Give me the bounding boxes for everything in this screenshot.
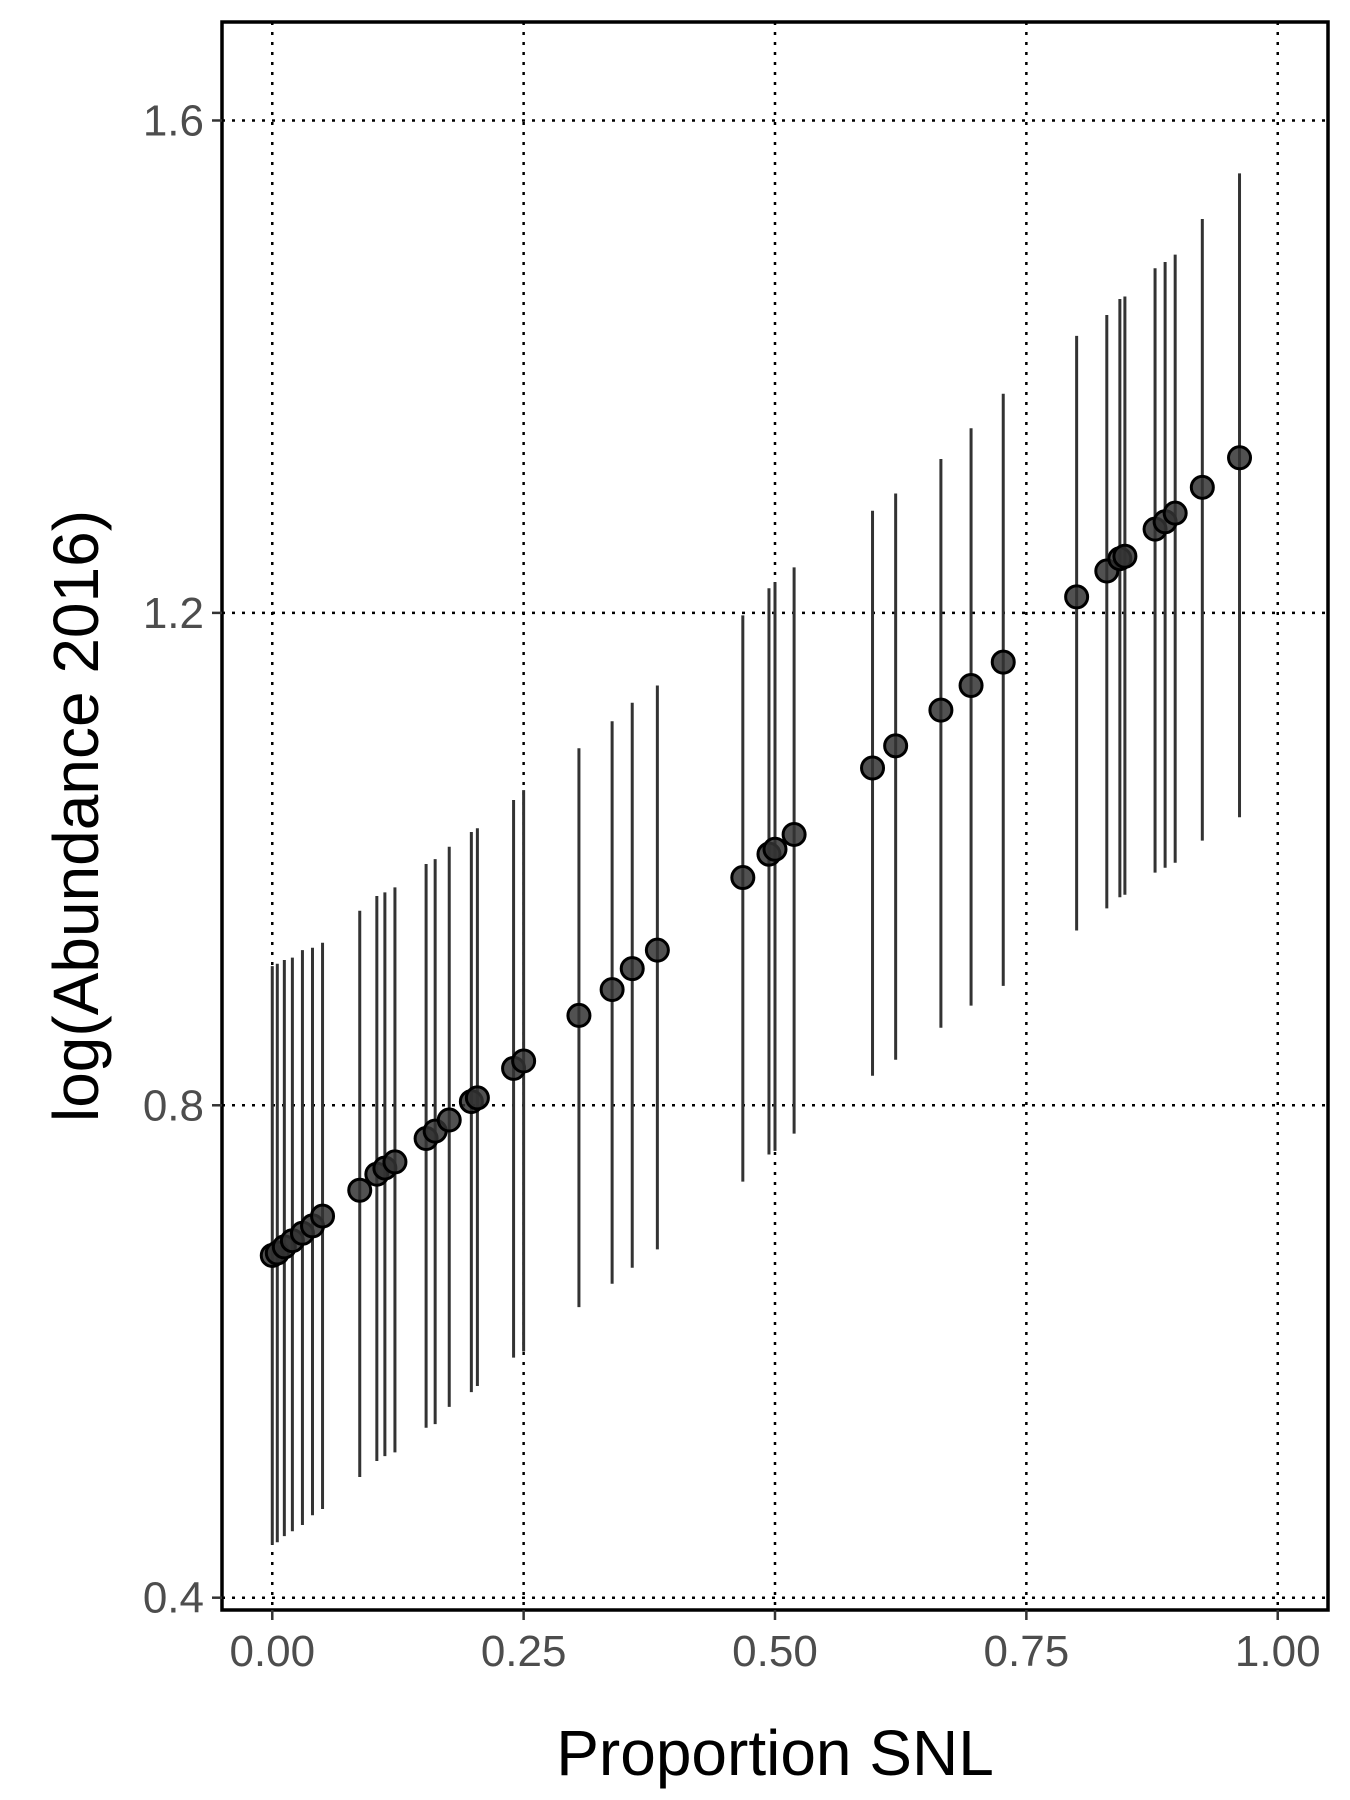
data-point xyxy=(1227,445,1253,471)
data-point xyxy=(382,1149,408,1175)
y-tick-label: 1.6 xyxy=(143,96,204,145)
data-point xyxy=(511,1048,537,1074)
x-tick-label: 0.00 xyxy=(229,1627,315,1676)
x-axis-title: Proportion SNL xyxy=(556,1717,994,1789)
y-tick-label: 0.4 xyxy=(143,1574,204,1623)
data-point xyxy=(436,1107,462,1133)
y-tick-labels: 0.4 0.8 1.2 1.6 xyxy=(143,96,204,1622)
data-points xyxy=(259,445,1253,1268)
data-point xyxy=(619,956,645,982)
data-point xyxy=(762,836,788,862)
data-point xyxy=(644,937,670,963)
data-point xyxy=(781,821,807,847)
data-point xyxy=(310,1203,336,1229)
data-point xyxy=(1112,543,1138,569)
x-tick-labels: 0.00 0.25 0.50 0.75 1.00 xyxy=(229,1627,1320,1676)
axis-ticks xyxy=(212,119,1279,1620)
data-point xyxy=(566,1002,592,1028)
x-tick-label: 0.75 xyxy=(984,1627,1070,1676)
data-point xyxy=(347,1177,373,1203)
data-point xyxy=(1162,500,1188,526)
data-point xyxy=(860,755,886,781)
data-point xyxy=(883,733,909,759)
data-point xyxy=(1189,474,1215,500)
error-bars xyxy=(270,173,1242,1545)
data-point xyxy=(464,1085,490,1111)
y-tick-label: 1.2 xyxy=(143,589,204,638)
y-axis-title: log(Abundance 2016) xyxy=(40,510,112,1122)
y-tick-label: 0.8 xyxy=(143,1081,204,1130)
data-point xyxy=(599,977,625,1003)
data-point xyxy=(730,865,756,891)
x-tick-label: 0.50 xyxy=(732,1627,818,1676)
data-point xyxy=(958,673,984,699)
data-point xyxy=(1064,584,1090,610)
data-point xyxy=(990,649,1016,675)
data-point xyxy=(928,697,954,723)
x-tick-label: 0.25 xyxy=(481,1627,567,1676)
x-tick-label: 1.00 xyxy=(1235,1627,1321,1676)
